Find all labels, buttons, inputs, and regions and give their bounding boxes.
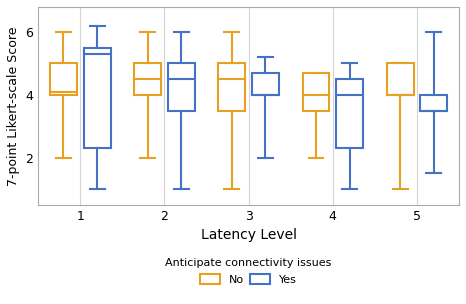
Bar	[420, 95, 447, 111]
Y-axis label: 7-point Likert-scale Score: 7-point Likert-scale Score	[7, 26, 20, 186]
Bar	[84, 48, 110, 148]
Bar	[387, 64, 414, 95]
Bar	[50, 64, 77, 95]
Bar	[219, 64, 245, 111]
Legend: No, Yes: No, Yes	[161, 254, 336, 289]
Bar	[252, 73, 279, 95]
X-axis label: Latency Level: Latency Level	[201, 228, 297, 242]
Bar	[336, 79, 363, 148]
Bar	[134, 64, 161, 95]
Bar	[168, 64, 195, 111]
Bar	[302, 73, 329, 111]
